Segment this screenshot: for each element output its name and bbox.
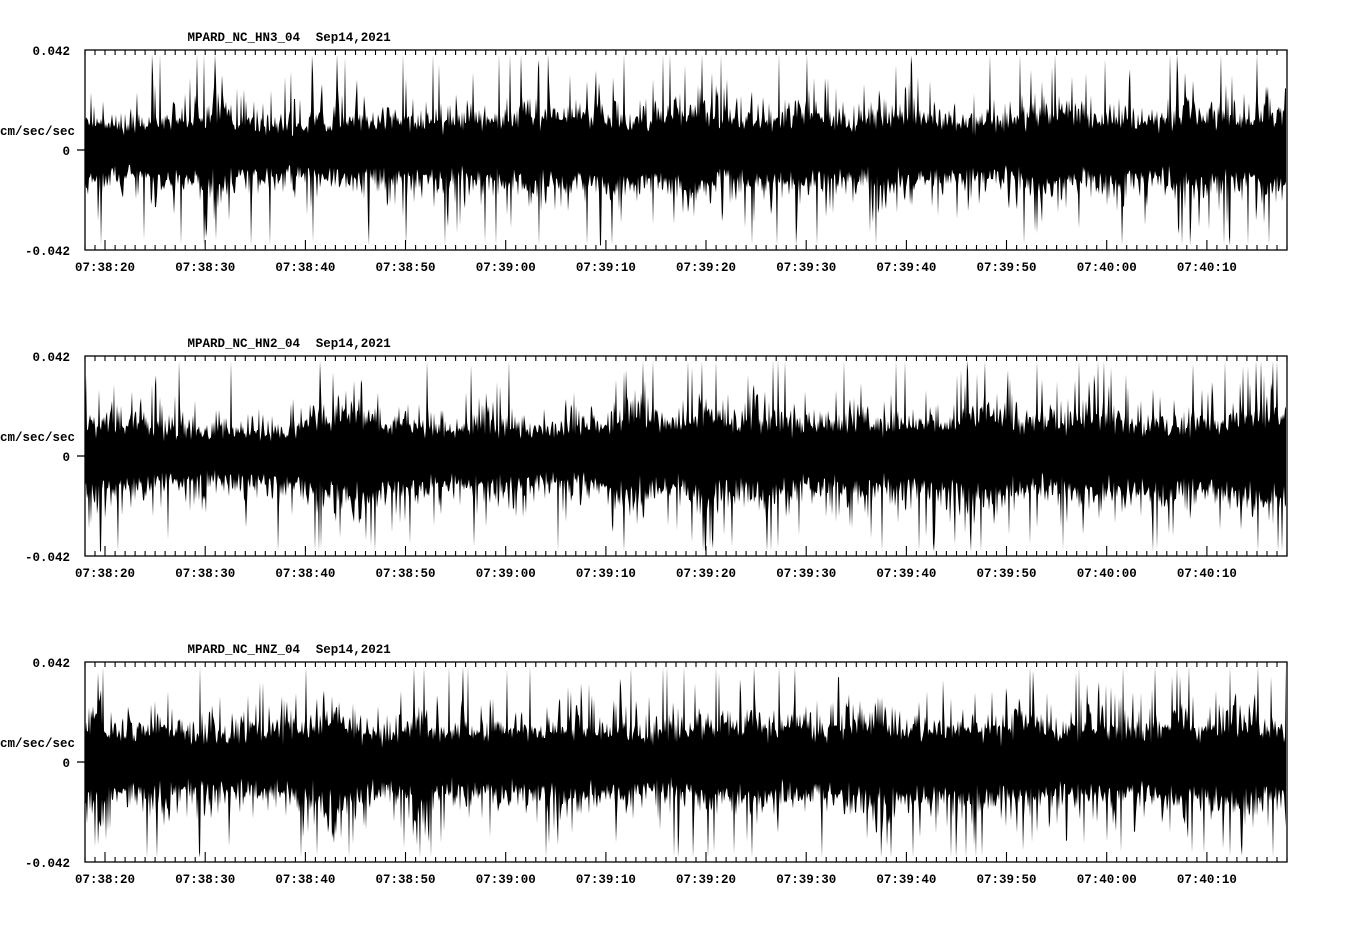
svg-text:Sep14,2021: Sep14,2021 [316,31,391,45]
svg-text:07:39:40: 07:39:40 [876,873,936,887]
svg-text:07:39:10: 07:39:10 [576,567,636,581]
svg-text:07:38:20: 07:38:20 [75,873,135,887]
svg-text:07:38:40: 07:38:40 [275,261,335,275]
svg-text:07:39:30: 07:39:30 [776,873,836,887]
svg-text:07:39:20: 07:39:20 [676,873,736,887]
svg-text:07:40:10: 07:40:10 [1177,567,1237,581]
svg-text:07:38:30: 07:38:30 [175,873,235,887]
svg-text:07:38:30: 07:38:30 [175,567,235,581]
svg-text:07:39:00: 07:39:00 [476,567,536,581]
svg-text:07:38:40: 07:38:40 [275,567,335,581]
svg-text:cm/sec/sec: cm/sec/sec [0,125,75,139]
svg-text:MPARD_NC_HN3_04: MPARD_NC_HN3_04 [188,31,301,45]
svg-text:07:39:10: 07:39:10 [576,261,636,275]
svg-text:0.042: 0.042 [32,351,70,365]
svg-text:0: 0 [62,145,70,159]
svg-text:07:38:20: 07:38:20 [75,261,135,275]
svg-text:cm/sec/sec: cm/sec/sec [0,431,75,445]
svg-text:07:39:50: 07:39:50 [976,261,1036,275]
svg-text:07:40:00: 07:40:00 [1077,873,1137,887]
svg-text:07:39:50: 07:39:50 [976,873,1036,887]
svg-text:07:38:20: 07:38:20 [75,567,135,581]
svg-text:0.042: 0.042 [32,45,70,59]
svg-text:cm/sec/sec: cm/sec/sec [0,737,75,751]
svg-text:07:39:40: 07:39:40 [876,567,936,581]
svg-text:-0.042: -0.042 [25,551,70,565]
svg-text:07:39:00: 07:39:00 [476,873,536,887]
svg-text:Sep14,2021: Sep14,2021 [316,337,391,351]
svg-text:07:39:10: 07:39:10 [576,873,636,887]
svg-text:0.042: 0.042 [32,657,70,671]
svg-text:07:38:40: 07:38:40 [275,873,335,887]
svg-text:0: 0 [62,757,70,771]
svg-text:MPARD_NC_HNZ_04: MPARD_NC_HNZ_04 [188,643,301,657]
svg-text:MPARD_NC_HN2_04: MPARD_NC_HN2_04 [188,337,301,351]
svg-text:07:39:00: 07:39:00 [476,261,536,275]
svg-text:07:40:00: 07:40:00 [1077,567,1137,581]
svg-text:Sep14,2021: Sep14,2021 [316,643,391,657]
svg-text:07:38:50: 07:38:50 [375,567,435,581]
svg-text:07:39:30: 07:39:30 [776,261,836,275]
svg-text:07:40:10: 07:40:10 [1177,261,1237,275]
svg-text:07:39:50: 07:39:50 [976,567,1036,581]
svg-text:07:39:20: 07:39:20 [676,261,736,275]
svg-text:07:40:10: 07:40:10 [1177,873,1237,887]
svg-text:-0.042: -0.042 [25,245,70,259]
svg-text:07:38:30: 07:38:30 [175,261,235,275]
svg-text:07:39:40: 07:39:40 [876,261,936,275]
svg-text:07:38:50: 07:38:50 [375,873,435,887]
svg-text:07:38:50: 07:38:50 [375,261,435,275]
svg-text:07:40:00: 07:40:00 [1077,261,1137,275]
svg-text:07:39:30: 07:39:30 [776,567,836,581]
svg-text:07:39:20: 07:39:20 [676,567,736,581]
svg-text:0: 0 [62,451,70,465]
svg-text:-0.042: -0.042 [25,857,70,871]
